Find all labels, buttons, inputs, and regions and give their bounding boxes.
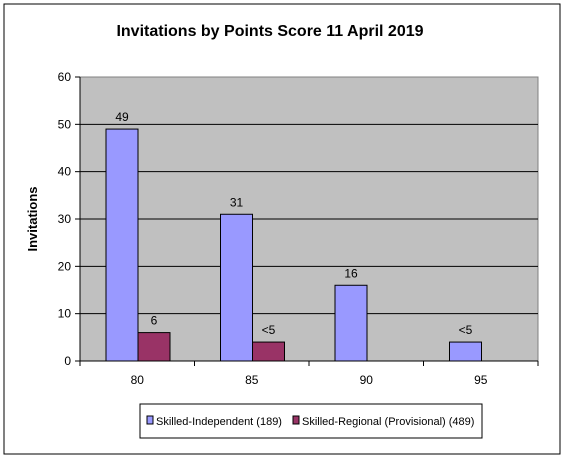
data-label: <5 xyxy=(459,323,473,337)
x-tick-label: 95 xyxy=(474,373,488,387)
bars xyxy=(105,128,482,362)
y-tick-label: 30 xyxy=(58,212,72,226)
grid-lines xyxy=(80,123,538,315)
y-tick-label: 50 xyxy=(58,117,72,131)
y-tick-label: 10 xyxy=(58,307,72,321)
legend-label: Skilled-Independent (189) xyxy=(156,416,282,428)
x-tick-label: 90 xyxy=(360,373,374,387)
legend: Skilled-Independent (189) Skilled-Regiona… xyxy=(139,403,483,439)
data-label: 6 xyxy=(151,314,158,328)
legend-swatch xyxy=(292,415,300,425)
data-label: 16 xyxy=(344,266,358,280)
data-label: 31 xyxy=(230,195,244,209)
data-label: <5 xyxy=(262,323,276,337)
data-labels: 49 6 31 <5 16 <5 xyxy=(115,110,472,337)
bar xyxy=(449,341,482,362)
y-axis-label: Invitations xyxy=(25,186,40,251)
y-tick-label: 20 xyxy=(58,259,72,273)
legend-label: Skilled-Regional (Provisional) (489) xyxy=(302,416,474,428)
bar xyxy=(334,284,368,362)
y-tick-label: 60 xyxy=(58,70,72,84)
x-tick-label: 85 xyxy=(245,373,259,387)
axes: 0 10 20 30 40 50 60 80 85 90 95 xyxy=(58,70,539,387)
bar xyxy=(252,341,285,362)
y-tick-label: 40 xyxy=(58,165,72,179)
legend-box xyxy=(139,403,483,439)
x-tick-label: 80 xyxy=(131,373,145,387)
data-label: 49 xyxy=(115,110,129,124)
bar xyxy=(105,128,139,362)
chart-title: Invitations by Points Score 11 April 201… xyxy=(116,23,423,40)
bar xyxy=(137,332,171,362)
bar xyxy=(220,213,253,362)
y-tick-label: 0 xyxy=(64,354,71,368)
legend-swatch xyxy=(146,415,154,425)
